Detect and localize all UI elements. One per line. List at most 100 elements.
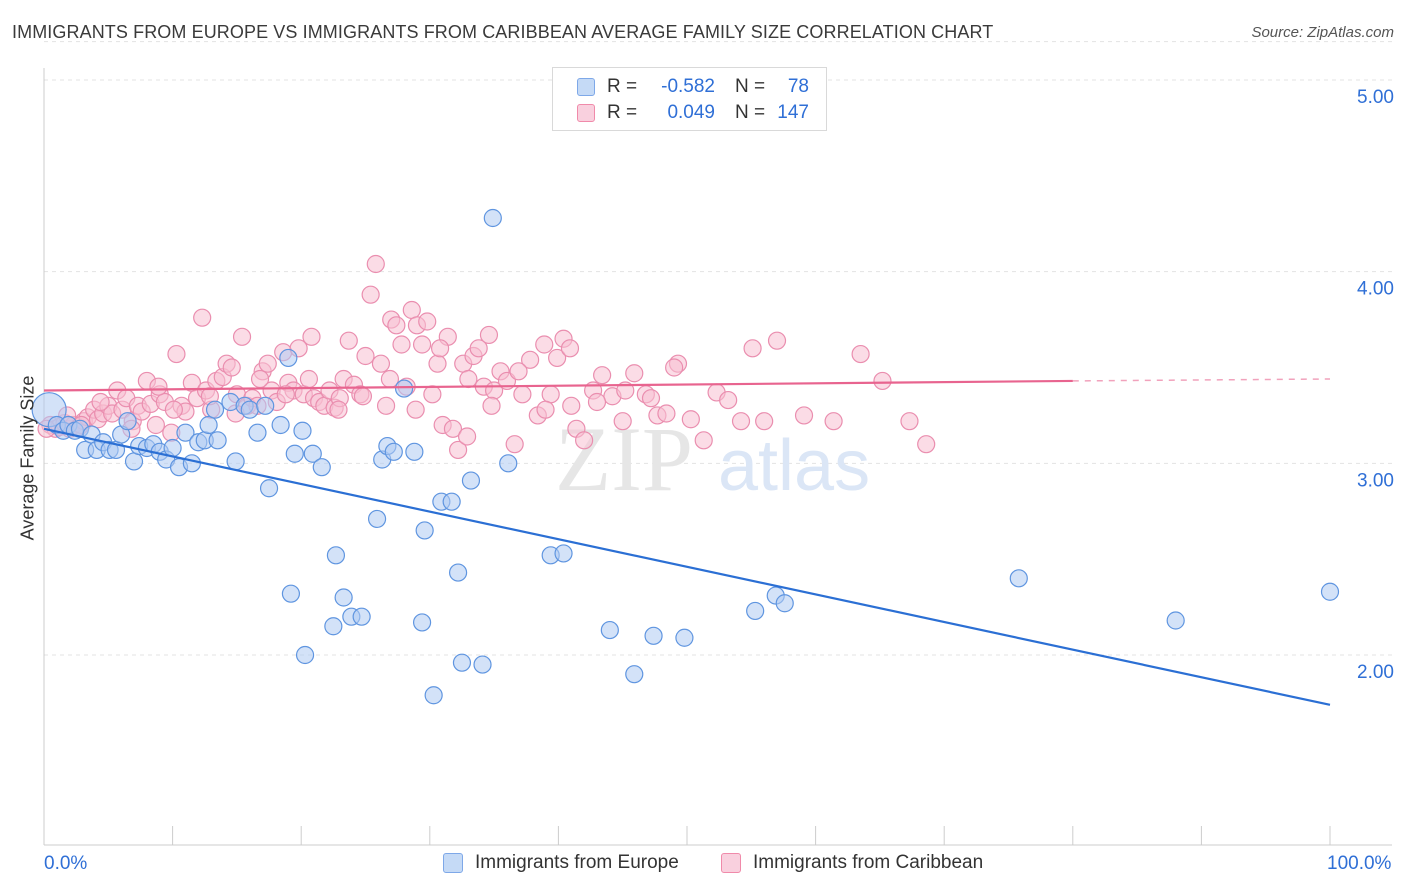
caribbean-point [513, 385, 532, 404]
caribbean-point [339, 331, 358, 350]
caribbean-point [479, 325, 499, 345]
series-legend-caribbean-label: Immigrants from Caribbean [753, 852, 984, 873]
caribbean-point [681, 410, 700, 429]
caribbean-point [562, 396, 581, 415]
europe-point [163, 438, 182, 458]
caribbean-point [430, 339, 450, 358]
caribbean-point [402, 300, 421, 320]
y-tick-label: 4.00 [1357, 279, 1394, 300]
series-swatch-europe [443, 853, 463, 873]
europe-point [1166, 611, 1185, 630]
legend-n-label: N = [735, 76, 766, 97]
caribbean-point [418, 312, 437, 331]
caribbean-point [731, 412, 751, 431]
caribbean-point [469, 339, 488, 358]
europe-point [412, 613, 432, 632]
caribbean-point [193, 308, 212, 327]
europe-trend-line [43, 427, 1331, 706]
europe-point [312, 458, 331, 477]
europe-point [483, 208, 502, 228]
europe-point [452, 653, 472, 672]
europe-point [295, 645, 315, 665]
europe-point [334, 588, 353, 607]
caribbean-trend-extension [1072, 378, 1331, 382]
europe-point [473, 655, 492, 674]
europe-point [259, 479, 279, 498]
europe-point [182, 454, 201, 473]
caribbean-point [366, 254, 385, 274]
watermark-atlas: atlas [718, 426, 870, 506]
europe-point [124, 452, 144, 471]
axes-layer [43, 68, 1392, 846]
caribbean-point [521, 350, 540, 369]
europe-point [1009, 569, 1028, 588]
series-legend-caribbean: Immigrants from Caribbean [721, 852, 983, 874]
caribbean-point [767, 331, 787, 350]
caribbean-point [428, 354, 447, 373]
caribbean-point [276, 385, 295, 404]
legend-n-value: 78 [787, 76, 809, 97]
europe-point [176, 423, 195, 442]
europe-point [442, 492, 461, 511]
europe-point [326, 546, 346, 565]
grid-layer [44, 41, 1392, 656]
caribbean-point [250, 369, 270, 389]
caribbean-point [448, 440, 468, 460]
source-label: Source: ZipAtlas.com [1251, 24, 1394, 41]
caribbean-point [299, 369, 319, 389]
caribbean-point [361, 285, 380, 304]
series-legend: Immigrants from Europe Immigrants from C… [0, 852, 1406, 876]
caribbean-point [412, 335, 432, 354]
caribbean-trend-line [43, 379, 1073, 392]
caribbean-point [694, 431, 713, 450]
europe-point [199, 415, 218, 435]
x-axis-max-label: 100.0% [1327, 853, 1392, 874]
legend-row-caribbean: R = 0.049 N = 147 [577, 101, 809, 125]
caribbean-point [917, 435, 936, 454]
europe-point [240, 400, 259, 419]
europe-point [205, 400, 225, 419]
europe-point [118, 412, 137, 431]
y-tick-label: 2.00 [1357, 662, 1394, 683]
legend-row-europe: R = -0.582 N = 78 [577, 75, 809, 99]
correlation-legend: R = -0.582 N = 78 R = 0.049 N = 147 [552, 67, 827, 131]
y-tick-label: 3.00 [1357, 470, 1394, 491]
caribbean-point [851, 344, 870, 364]
europe-point [675, 628, 694, 647]
caribbean-point [505, 435, 524, 454]
watermark: ZIP atlas [555, 408, 870, 510]
caribbean-point [329, 400, 348, 419]
europe-point [775, 594, 794, 613]
legend-r-label: R = [607, 102, 638, 123]
europe-point [279, 348, 298, 368]
caribbean-point [356, 346, 375, 366]
caribbean-point [575, 431, 594, 450]
caribbean-point [641, 389, 661, 408]
europe-point [367, 509, 387, 529]
caribbean-point [593, 366, 612, 385]
europe-point [352, 607, 371, 626]
europe-point [448, 563, 468, 582]
europe-point [324, 617, 343, 636]
caribbean-point [164, 400, 183, 419]
caribbean-point [719, 390, 738, 410]
caribbean-point [302, 327, 321, 346]
y-tick-labels: 2.00 3.00 4.00 5.00 [1357, 87, 1394, 683]
caribbean-point [167, 344, 186, 364]
caribbean-point [376, 396, 396, 415]
europe-point [461, 471, 481, 490]
caribbean-point [387, 316, 406, 335]
europe-point [554, 544, 573, 563]
europe-point [405, 442, 424, 461]
europe-point [293, 421, 312, 440]
caribbean-point [560, 339, 580, 358]
series-legend-europe-label: Immigrants from Europe [475, 852, 679, 873]
legend-swatch-caribbean [577, 104, 595, 122]
caribbean-point [824, 412, 843, 431]
caribbean-point [91, 392, 110, 412]
caribbean-point [232, 327, 252, 346]
caribbean-point [900, 412, 919, 431]
caribbean-point [149, 377, 168, 396]
europe-point [256, 396, 275, 415]
